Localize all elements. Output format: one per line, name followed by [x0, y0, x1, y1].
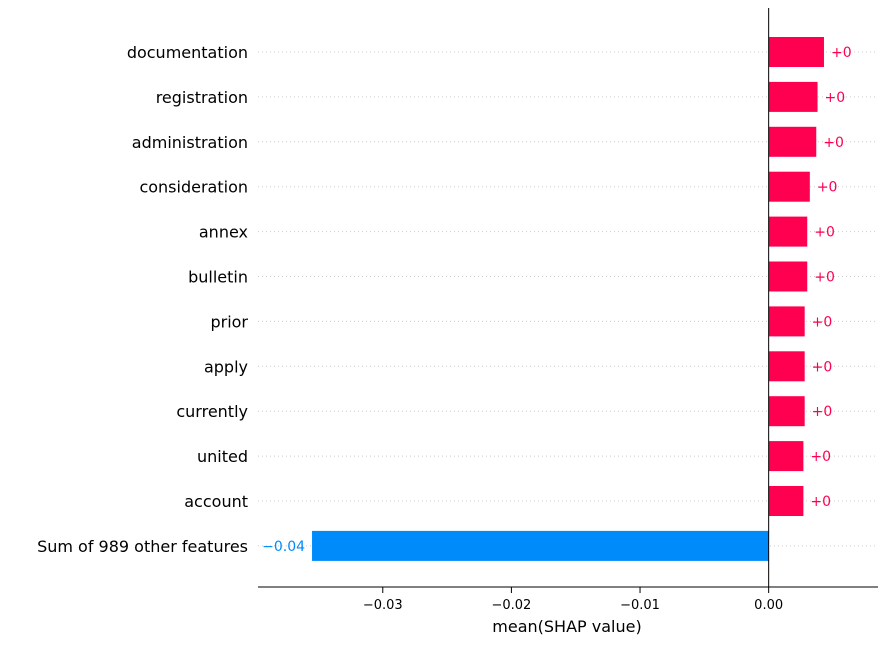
category-label: bulletin: [188, 268, 248, 287]
category-label: documentation: [127, 43, 248, 62]
x-tick-label: −0.03: [363, 598, 403, 613]
category-labels: documentation registration administration c…: [37, 43, 248, 556]
bar: [768, 171, 810, 202]
bar: [768, 486, 804, 516]
value-label: +0: [825, 90, 846, 106]
value-labels: +0 +0 +0 +0 +0 +0 +0 +0 +0 +0 +0 −0.04: [262, 45, 851, 555]
category-label: prior: [210, 312, 248, 331]
bar: [768, 396, 805, 427]
x-axis-title: mean(SHAP value): [492, 617, 641, 636]
value-label: +0: [812, 314, 833, 330]
bar: [768, 261, 808, 292]
value-label: +0: [814, 270, 835, 286]
category-label: apply: [204, 357, 248, 376]
category-label: registration: [156, 88, 248, 107]
value-label: +0: [831, 45, 852, 61]
value-label: +0: [810, 494, 831, 510]
bar: [768, 306, 805, 337]
category-label: consideration: [139, 178, 248, 197]
bars: [312, 37, 824, 561]
category-label: currently: [176, 402, 248, 421]
bar: [768, 37, 824, 67]
bar: [768, 81, 818, 112]
value-label: +0: [814, 225, 835, 241]
bar: [312, 530, 769, 561]
gridlines: [258, 51, 878, 547]
category-label: Sum of 989 other features: [37, 537, 248, 556]
category-label: administration: [132, 133, 248, 152]
value-label: +0: [812, 404, 833, 420]
bar: [768, 351, 805, 382]
category-label: account: [184, 492, 248, 511]
value-label: +0: [823, 135, 844, 151]
value-label: −0.04: [262, 539, 305, 555]
x-tick-label: 0.00: [754, 598, 783, 613]
x-tick-label: −0.02: [491, 598, 531, 613]
value-label: +0: [812, 359, 833, 375]
category-label: annex: [199, 223, 248, 242]
x-axis-ticks: −0.03 −0.02 −0.01 0.00: [363, 587, 783, 613]
bar: [768, 126, 817, 157]
value-label: +0: [810, 449, 831, 465]
bar: [768, 216, 808, 247]
x-tick-label: −0.01: [620, 598, 660, 613]
value-label: +0: [817, 180, 838, 196]
category-label: united: [197, 447, 248, 466]
bar: [768, 441, 804, 472]
